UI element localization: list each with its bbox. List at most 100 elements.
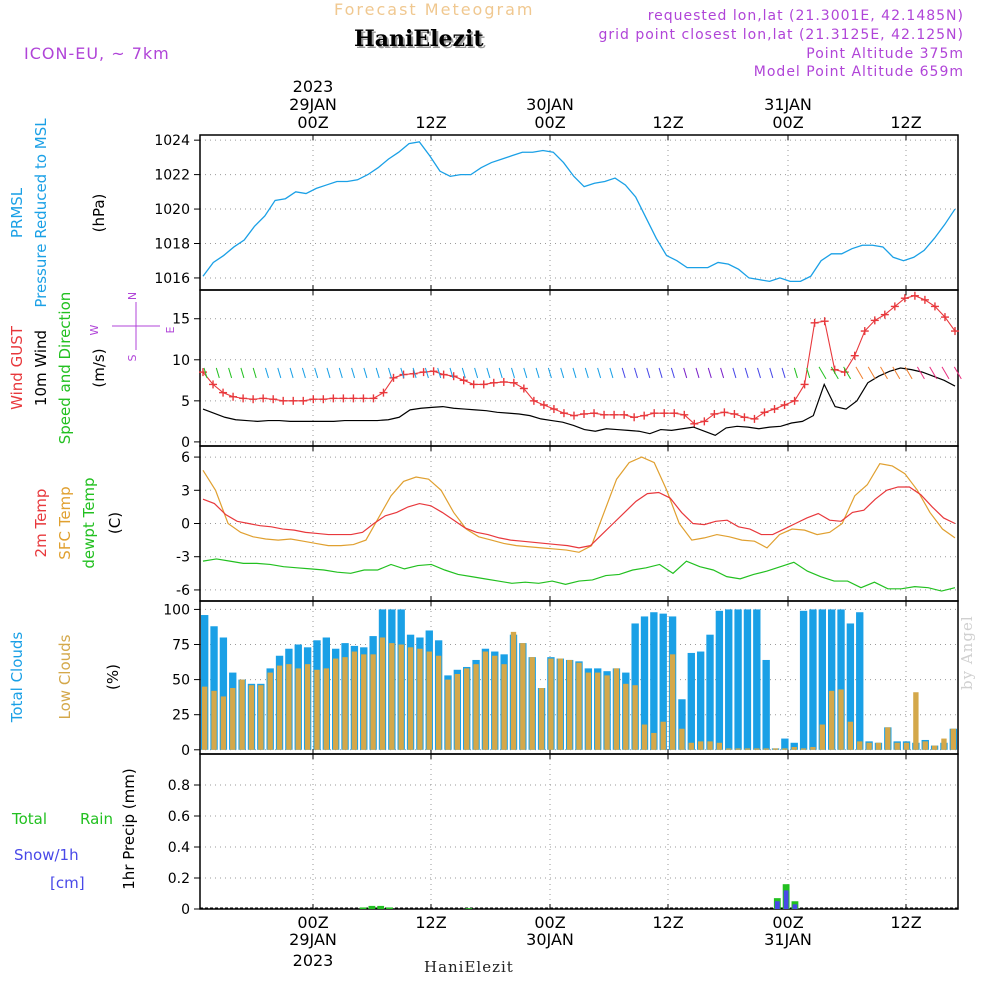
wind-direction-arrow [203, 367, 208, 379]
gust-marker [900, 294, 909, 303]
wind-direction-arrow [757, 367, 761, 379]
gust-marker [810, 318, 819, 327]
wind-direction-arrow [707, 367, 712, 379]
low-cloud-bar [333, 658, 339, 750]
y-tick-label: 0 [181, 902, 190, 918]
low-cloud-bar [651, 732, 657, 750]
gust-marker [309, 395, 318, 404]
wind-direction-arrow [634, 367, 638, 379]
wind-direction-arrow [228, 367, 233, 379]
y-tick-label: 1020 [154, 202, 190, 218]
gust-marker [459, 376, 468, 385]
wind-direction-arrow [252, 367, 257, 379]
wind-direction-arrow [732, 367, 737, 379]
y-tick-label: 0 [181, 743, 190, 759]
precip-unit-label: 1hr Precip (mm) [120, 768, 138, 889]
low-cloud-bar [230, 688, 236, 750]
gust-marker [329, 394, 338, 403]
wind-direction-arrow [523, 367, 528, 379]
wind-direction-arrow [683, 367, 688, 379]
low-cloud-bar [772, 748, 779, 750]
top-year-label: 2023 [293, 77, 334, 96]
gust-marker [860, 327, 869, 336]
y-tick-label: 3 [181, 483, 190, 499]
low-cloud-bar [417, 648, 423, 750]
low-cloud-bar [379, 637, 386, 750]
wind-direction-arrow [437, 367, 442, 379]
chart-subtitle: Forecast Meteogram [334, 0, 535, 19]
total-cloud-bar [799, 610, 808, 750]
precip-snow-label: Snow/1h [14, 846, 79, 864]
total-clouds-label: Total Clouds [8, 632, 26, 724]
low-cloud-bar [838, 689, 844, 750]
rain-bar [368, 905, 376, 909]
top-time-tick-label: 00Z [772, 113, 803, 132]
low-cloud-bar [342, 657, 348, 750]
wind-direction-arrow [658, 367, 663, 379]
total-cloud-bar [210, 626, 218, 750]
sfc-temp-label: SFC Temp [56, 486, 74, 559]
low-cloud-bar [613, 668, 620, 750]
low-cloud-bar [894, 742, 900, 750]
wind-direction-arrow [560, 367, 565, 379]
total-cloud-bar [734, 609, 742, 750]
wind-direction-arrow [670, 367, 675, 379]
y-tick-label: 1018 [154, 237, 190, 253]
panel-3: -6 -3 0 3 6 [176, 445, 959, 602]
compass-west: W [88, 324, 101, 335]
low-cloud-bar [697, 741, 704, 750]
model-altitude: Model Point Altitude 659m [753, 64, 964, 80]
wind-direction-arrow [953, 366, 962, 380]
gust-marker [610, 410, 619, 419]
gust-marker [640, 411, 649, 420]
low-cloud-bar [510, 631, 517, 750]
wind-direction-arrow [498, 367, 503, 379]
gust-marker [650, 409, 659, 418]
compass-east: E [164, 326, 177, 333]
low-cloud-bar [566, 659, 573, 750]
pressure-msl-label: Pressure Reduced to MSL [32, 118, 50, 308]
gust-marker [319, 395, 328, 404]
low-cloud-bar [669, 654, 676, 750]
low-cloud-bar [276, 665, 283, 750]
gust-marker [549, 405, 558, 414]
gust-marker [700, 417, 709, 426]
y-tick-label: 50 [172, 673, 190, 689]
gust-marker [880, 310, 889, 319]
gust-marker [269, 395, 278, 404]
gust-marker [930, 302, 939, 311]
wind-direction-arrow [412, 367, 417, 379]
low-cloud-bar [585, 672, 592, 750]
wind-direction-arrow [289, 367, 294, 379]
wind-direction-arrow [265, 367, 269, 379]
gust-marker [750, 414, 759, 423]
gust-marker [760, 408, 769, 417]
wind-direction-arrow [424, 367, 429, 379]
y-tick-label: 0.4 [168, 840, 190, 856]
total-cloud-bar [827, 609, 836, 750]
y-tick-label: 25 [172, 708, 190, 724]
gust-marker [229, 392, 238, 401]
gust-marker [920, 295, 929, 304]
gust-marker [249, 395, 258, 404]
bottom-time-tick-label: 00Z [534, 913, 565, 932]
rain-bar [465, 908, 473, 909]
wind-direction-arrow [461, 367, 466, 379]
wind-direction-arrow [277, 367, 282, 379]
gust-marker [670, 409, 679, 418]
gust-marker [690, 419, 699, 428]
low-cloud-bar [248, 685, 255, 750]
low-cloud-bar [726, 748, 732, 750]
top-time-tick-label: 12Z [890, 113, 921, 132]
bottom-year-label: 2023 [293, 951, 334, 970]
bottom-date-label: 30JAN [526, 930, 574, 949]
low-cloud-bar [604, 675, 610, 750]
total-cloud-bar [781, 738, 789, 750]
low-cloud-bar [660, 721, 666, 750]
total-cloud-bar [856, 612, 864, 750]
y-tick-label: 10 [172, 353, 190, 369]
wind-direction-arrow [511, 367, 515, 379]
snow-bar [774, 901, 780, 909]
total-cloud-bar [687, 652, 695, 750]
